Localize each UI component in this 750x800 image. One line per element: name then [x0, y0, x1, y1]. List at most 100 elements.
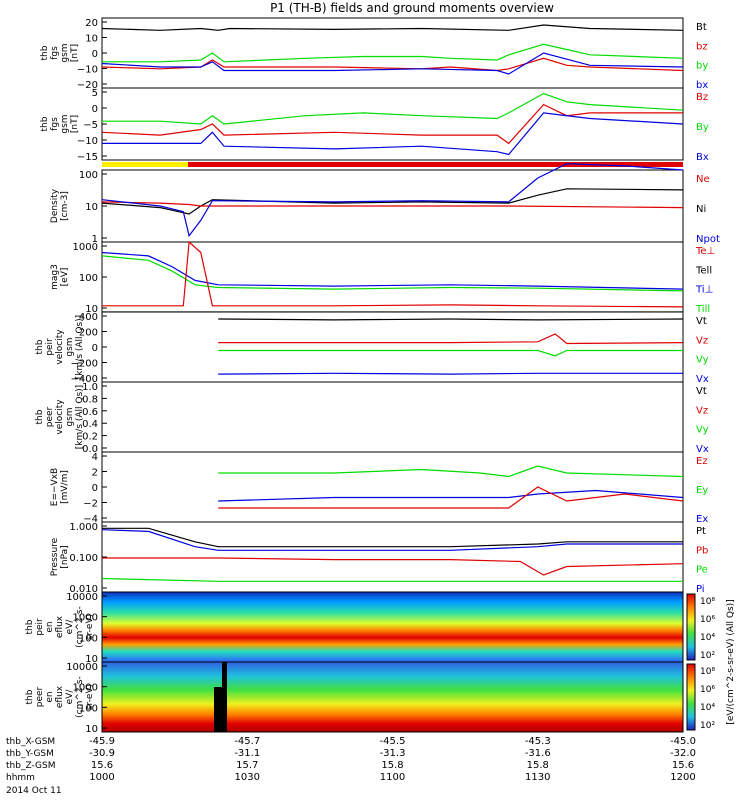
y-axis-label: peir — [35, 618, 45, 636]
colorbar-tick: 10⁶ — [700, 615, 715, 625]
y-tick-label: 5 — [92, 88, 98, 99]
ephemeris-value: 1130 — [525, 772, 550, 783]
y-axis-label: [nT] — [70, 115, 80, 133]
y-tick-label: 400 — [79, 312, 98, 323]
legend-entry: Te⊥ — [695, 246, 715, 257]
y-tick-label: 0.100 — [69, 553, 98, 564]
panel-density: 100 10 1 Density [cm-3] Ne Ni Npot — [50, 163, 720, 245]
ephemeris-value: 1100 — [380, 772, 405, 783]
ephemeris-value: 15.7 — [236, 760, 258, 771]
y-axis-label: en — [45, 691, 55, 702]
y-axis-label: [km/s (All Qs)] — [75, 385, 85, 449]
y-tick-label: 10000 — [66, 592, 98, 603]
y-tick-label: 1000 — [73, 613, 98, 624]
y-axis-label: Density — [50, 188, 60, 223]
y-axis-label: velocity — [55, 329, 65, 365]
y-tick-label: 0.6 — [82, 407, 98, 418]
legend-entry: Pb — [696, 545, 708, 556]
y-axis-label: thb — [35, 339, 45, 354]
legend-entry: By — [696, 122, 709, 133]
legend-entry: Vt — [696, 316, 707, 327]
series-line-1 — [102, 92, 684, 125]
ephemeris-value: -31.1 — [234, 748, 260, 759]
y-axis-label: fgs — [50, 117, 60, 131]
panel-frame — [101, 311, 684, 383]
legend-entry: Vx — [696, 444, 709, 455]
y-axis-label: sr-eV) — [85, 614, 95, 640]
series-line-0 — [101, 24, 684, 31]
colorbar-tick: 10² — [700, 651, 715, 661]
y-axis-label: eV/ — [65, 619, 75, 635]
legend-entry: Ti⊥ — [695, 285, 713, 296]
colorbar-tick: 10² — [700, 721, 715, 731]
spectrogram — [102, 662, 683, 732]
y-axis-label: (cm^2-s- — [75, 676, 85, 718]
legend-entry: Till — [695, 304, 710, 315]
panel-frame — [101, 17, 684, 89]
y-axis-label: [km/s (All Qs)] — [75, 315, 85, 379]
y-tick-label: 0 — [92, 49, 98, 60]
y-axis-label: en — [45, 621, 55, 632]
ephemeris-value: -32.0 — [670, 748, 696, 759]
y-tick-label: 0.4 — [82, 419, 98, 430]
series-line-2 — [101, 163, 684, 238]
series-line-2 — [218, 349, 683, 357]
colorbar — [686, 593, 696, 661]
y-tick-label: 1000 — [73, 242, 98, 253]
y-axis-label: gsm — [60, 43, 70, 62]
y-axis-label: E=−VxB — [50, 468, 60, 506]
panel-peir-velocity: 400 200 0 −200 −400 thb peir velocity gsm [km/s (… — [35, 311, 709, 385]
ephemeris-value: 1000 — [89, 772, 114, 783]
series-line-1 — [101, 255, 684, 292]
y-tick-label: 0 — [92, 483, 98, 494]
panel-frame — [101, 661, 684, 733]
legend-entry: Bz — [696, 92, 708, 103]
y-axis-label: gsm — [65, 337, 75, 356]
y-tick-label: 10000 — [66, 662, 98, 673]
legend-entry: bz — [696, 41, 708, 52]
legend-entry: Tell — [695, 265, 712, 276]
legend-entry: Pt — [696, 526, 706, 537]
panel-e-field: 4 2 0 −2 −4 E=−VxB [mV/m] Ez Ey Ex — [50, 451, 708, 525]
ephemeris-value: -45.9 — [89, 736, 115, 747]
legend-entry: Vz — [696, 335, 708, 346]
ephemeris-value: -45.5 — [380, 736, 406, 747]
y-tick-label: 200 — [79, 328, 98, 339]
ephemeris-value: 1030 — [235, 772, 260, 783]
ephemeris-value: -30.9 — [89, 748, 115, 759]
y-axis-label: sr-eV) — [85, 684, 95, 710]
panel-fgs-gsm-2: 5 0 −5 −10 −15 thb fgs gsm [nT] Bz By Bx — [40, 87, 709, 163]
y-tick-label: −5 — [83, 120, 98, 131]
y-tick-label: −4 — [83, 514, 98, 525]
legend-entry: Bx — [696, 152, 709, 163]
ephemeris-row-label: thb_Z-GSM — [6, 761, 55, 771]
y-tick-label: 2 — [92, 468, 98, 479]
ephemeris-value: 15.6 — [672, 760, 694, 771]
series-line-0 — [102, 527, 683, 548]
legend-entry: Vy — [696, 425, 709, 436]
page-title: P1 (TH-B) fields and ground moments over… — [270, 1, 554, 15]
y-tick-label: −10 — [77, 136, 98, 147]
ephemeris-value: 15.8 — [381, 760, 403, 771]
legend-entry: Vz — [696, 405, 708, 416]
panel-temperature: 1000 100 10 mag3 [eV] Te⊥ Tell Ti⊥ Till — [50, 240, 715, 315]
series-line-2 — [102, 43, 684, 63]
series-line-3 — [101, 577, 683, 582]
panel-pressure: 1.000 0.100 0.010 Pressure [nPa] Pt Pb Pe Pi — [50, 521, 708, 595]
y-axis-label: thb — [35, 409, 45, 424]
spectrogram — [102, 592, 683, 662]
legend-entry: Npot — [696, 234, 720, 245]
series-line-1 — [218, 489, 684, 502]
ephemeris-value: -45.3 — [525, 736, 551, 747]
ephemeris-row-label: thb_Y-GSM — [6, 749, 54, 759]
y-tick-label: −2 — [83, 499, 98, 510]
legend-entry: Vt — [696, 386, 707, 397]
ephemeris-value: 15.6 — [91, 760, 113, 771]
y-axis-label: gsm — [65, 407, 75, 426]
panel-frame — [101, 87, 684, 161]
y-axis-label: eV/ — [65, 689, 75, 705]
y-tick-label: 1.000 — [69, 522, 98, 533]
panel-frame — [101, 381, 684, 453]
y-tick-label: 100 — [79, 703, 98, 714]
